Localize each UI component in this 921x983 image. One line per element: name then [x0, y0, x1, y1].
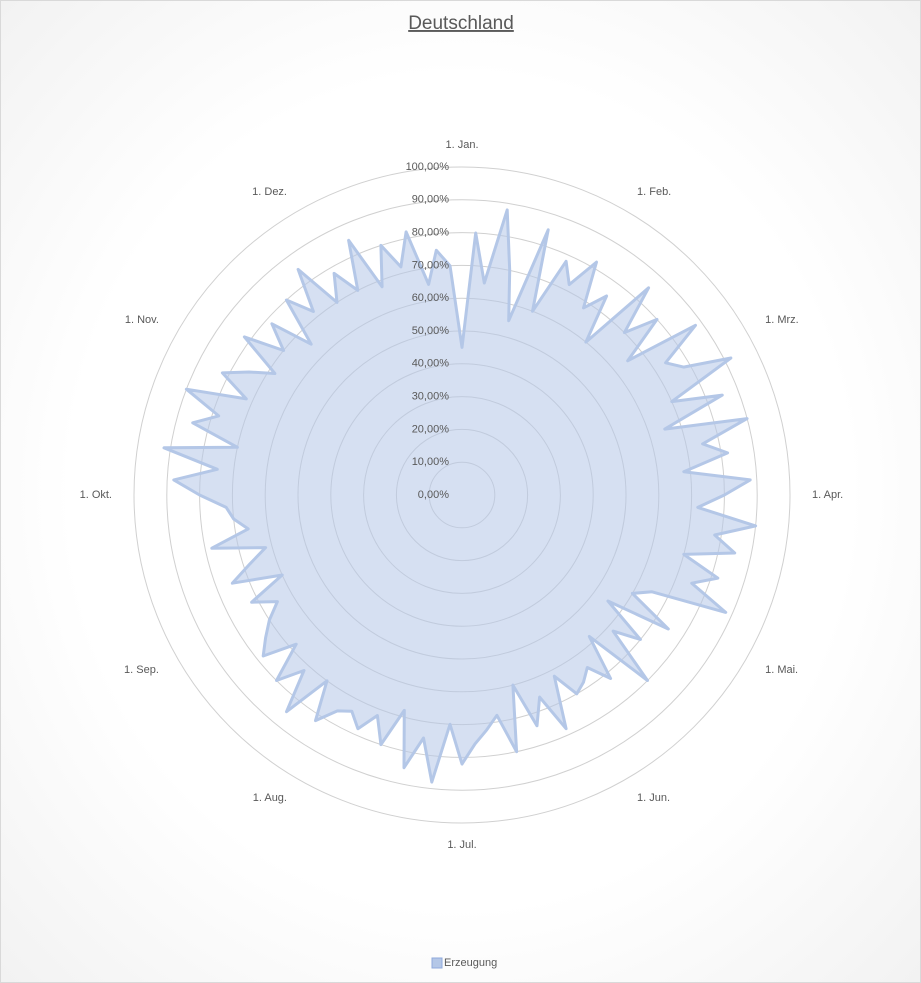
- legend: Erzeugung: [431, 957, 497, 969]
- y-tick-label: 90,00%: [412, 194, 450, 206]
- grid-ring: [166, 199, 758, 791]
- radar-area: [162, 208, 758, 784]
- category-label: 1. Jul.: [447, 839, 476, 851]
- category-label: 1. Nov.: [125, 314, 159, 326]
- y-tick-label: 70,00%: [412, 259, 450, 271]
- category-label: 1. Jan.: [445, 139, 478, 151]
- y-tick-label: 30,00%: [412, 391, 450, 403]
- y-tick-label: 80,00%: [412, 227, 450, 239]
- category-label: 1. Feb.: [637, 186, 671, 198]
- category-label: 1. Mrz.: [765, 314, 799, 326]
- category-label: 1. Aug.: [253, 792, 287, 804]
- legend-swatch: [431, 957, 443, 969]
- y-tick-label: 10,00%: [412, 456, 450, 468]
- category-label: 1. Mai.: [765, 664, 798, 676]
- chart-title: Deutschland: [408, 13, 514, 34]
- y-tick-label: 0,00%: [418, 489, 449, 501]
- category-label: 1. Dez.: [252, 186, 287, 198]
- category-label: 1. Okt.: [80, 489, 112, 501]
- y-tick-label: 100,00%: [406, 161, 450, 173]
- y-tick-label: 50,00%: [412, 325, 450, 337]
- category-label: 1. Apr.: [812, 489, 843, 501]
- y-tick-label: 40,00%: [412, 358, 450, 370]
- y-tick-label: 20,00%: [412, 423, 450, 435]
- category-label: 1. Jun.: [637, 792, 670, 804]
- y-tick-label: 60,00%: [412, 292, 450, 304]
- legend-label: Erzeugung: [444, 957, 497, 969]
- grid-ring: [133, 166, 791, 824]
- category-label: 1. Sep.: [124, 664, 159, 676]
